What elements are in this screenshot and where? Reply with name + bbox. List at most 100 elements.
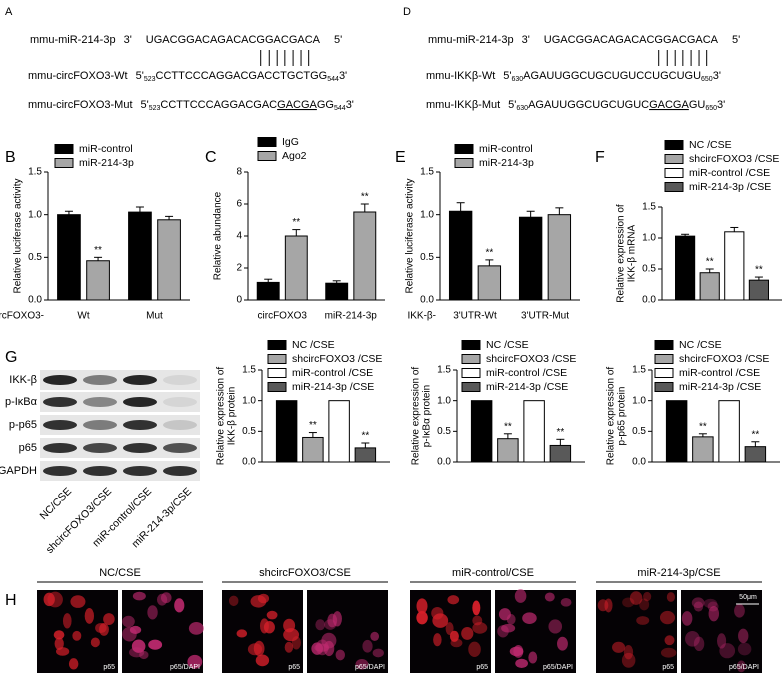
y-tick-label: 0.0 <box>28 295 42 306</box>
legend-label: miR-control <box>79 143 133 155</box>
cell <box>629 591 643 605</box>
y-axis-label: IKK-β mRNA <box>627 224 638 282</box>
group-label: NC/CSE <box>99 567 141 579</box>
cell <box>147 605 158 620</box>
significance: ** <box>361 431 369 442</box>
bar <box>325 282 349 301</box>
cell <box>621 652 636 668</box>
cell <box>560 598 572 607</box>
error-bar <box>555 207 564 215</box>
blot-band <box>123 466 157 476</box>
blot-band <box>163 466 197 476</box>
blot-band <box>163 443 197 453</box>
target-end: 5' <box>141 99 149 111</box>
legend-swatch <box>654 340 674 350</box>
legend-label: NC /CSE <box>292 339 335 351</box>
bar <box>470 400 493 463</box>
target-end: 3' <box>339 70 347 82</box>
cell <box>53 630 65 640</box>
legend-swatch <box>654 354 674 364</box>
bar-chart: 0.0 0.5 1.0 1.5 Relative expression of p-IκBα… <box>411 365 585 468</box>
y-axis-label: p-p65 protein <box>617 387 628 446</box>
x-axis-label: circFOXO3- <box>0 311 44 322</box>
y-axis-label: Relative expression of <box>216 367 227 466</box>
error-bar <box>503 433 512 439</box>
y-tick-label: 1.5 <box>632 365 646 376</box>
y-tick-label: 1.5 <box>437 365 451 376</box>
blot-band <box>123 420 157 430</box>
group-label: shcircFOXO3/CSE <box>259 567 351 579</box>
y-axis-label: IKK-β protein <box>227 387 238 446</box>
blot-band <box>43 420 77 430</box>
cell <box>129 625 142 634</box>
cell <box>472 600 481 616</box>
cell <box>737 642 752 656</box>
y-tick-label: 0.0 <box>632 457 646 468</box>
significance: ** <box>361 192 369 203</box>
cell <box>160 592 172 604</box>
cell <box>188 622 204 635</box>
target-seq: GU <box>689 99 706 111</box>
cell <box>433 633 442 647</box>
x-tick-label: 3'UTR-Mut <box>521 311 569 322</box>
target-seq: AGAUUGGCUGCUGUC <box>528 99 649 111</box>
position: 630 <box>511 76 523 83</box>
cell <box>557 636 568 651</box>
target-end: 3' <box>346 99 354 111</box>
error-bar <box>264 278 273 283</box>
legend-swatch <box>461 340 481 350</box>
lane-label: NC/CSE <box>38 486 75 523</box>
error-bar <box>556 438 565 446</box>
cell <box>174 598 185 613</box>
bar <box>675 235 696 301</box>
cell <box>283 628 300 642</box>
cell <box>472 622 488 634</box>
cell <box>370 631 380 642</box>
micrograph <box>307 590 388 673</box>
cell <box>548 619 563 634</box>
target-end: 3' <box>713 70 721 82</box>
bar <box>354 447 377 463</box>
y-tick-label: 1.0 <box>642 233 656 244</box>
protein-label: p65 <box>19 442 37 454</box>
protein-label: IKK-β <box>9 374 37 386</box>
legend-label: NC /CSE <box>679 339 722 351</box>
cell <box>372 648 384 658</box>
legend-swatch <box>257 137 277 147</box>
bar <box>549 444 572 463</box>
cell <box>447 595 460 605</box>
y-tick-label: 1.0 <box>28 209 42 220</box>
bar-chart: C 0 2 4 6 8 Relative abundance circFOXO3 ** miR-2… <box>205 149 385 322</box>
mirna-name: mmu-miR-214-3p <box>30 34 116 46</box>
cell <box>506 614 516 625</box>
mirna-seq: UGACGGACAGACACGGACGACA <box>146 34 321 46</box>
error-bar <box>332 280 341 284</box>
cell <box>139 650 149 660</box>
cell <box>68 658 79 670</box>
x-axis-label: IKK-β- <box>407 311 436 322</box>
bar <box>523 400 545 463</box>
panel-label: E <box>395 149 406 166</box>
bar <box>518 216 543 301</box>
cell <box>70 595 86 608</box>
cell <box>416 598 428 614</box>
error-bar <box>165 215 174 220</box>
error-bar <box>698 433 707 437</box>
cell <box>450 638 463 648</box>
cell <box>622 597 635 608</box>
cell <box>291 636 301 650</box>
legend-swatch <box>461 354 481 364</box>
legend-label: miR-214-3p /CSE <box>486 381 568 393</box>
cell <box>431 606 444 620</box>
y-tick-label: 0.5 <box>28 252 42 263</box>
bar <box>744 446 767 463</box>
bar <box>665 400 688 463</box>
cell <box>693 636 705 652</box>
image-caption: p65 <box>662 664 674 671</box>
bar-chart: 0.0 0.5 1.0 1.5 Relative expression of IKK-β … <box>216 365 390 468</box>
error-bar <box>681 233 690 237</box>
significance: ** <box>755 265 763 276</box>
legend: NC /CSE shcircFOXO3 /CSE miR-control /CSE m… <box>654 339 769 393</box>
blot-band <box>163 397 197 407</box>
